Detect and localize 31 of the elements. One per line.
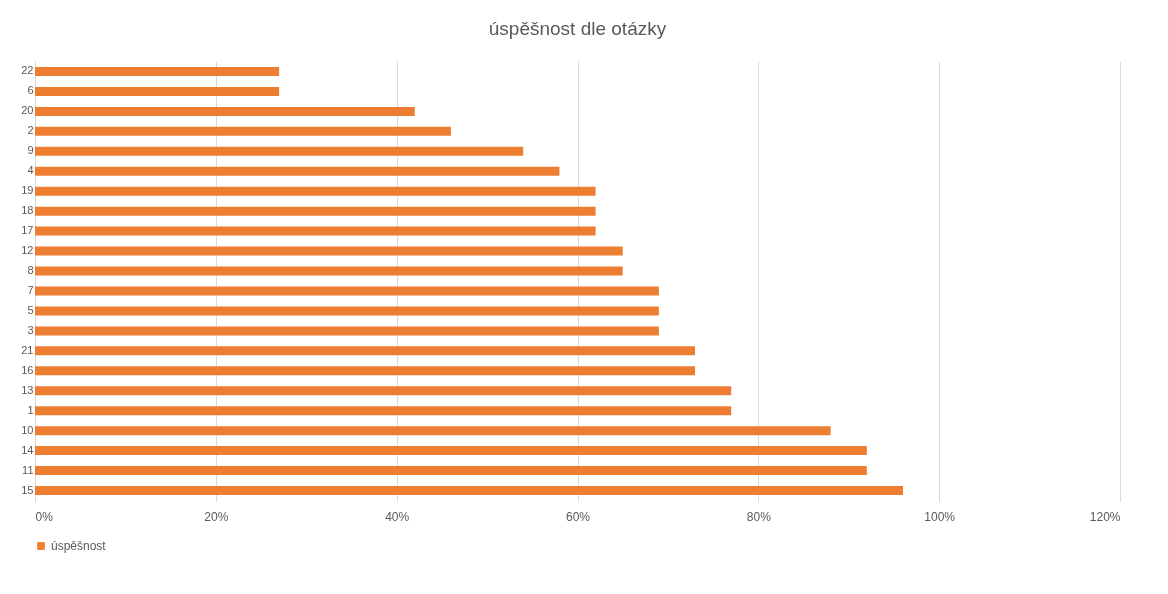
y-tick-label: 5 — [27, 303, 34, 316]
y-tick-label: 9 — [27, 144, 34, 157]
x-tick-label: 60% — [565, 509, 591, 524]
y-tick-label: 8 — [27, 264, 34, 277]
y-tick-label: 10 — [21, 423, 34, 436]
y-tick-label: 11 — [22, 463, 34, 476]
y-tick-label: 6 — [27, 84, 34, 97]
x-tick-label: 80% — [746, 509, 772, 524]
x-tick-label: 100% — [924, 509, 956, 524]
y-tick-label: 3 — [27, 323, 34, 336]
chart-title: úspěšnost dle otázky — [488, 18, 667, 39]
y-tick-label: 22 — [21, 64, 34, 77]
x-tick-label: 0% — [35, 509, 54, 524]
y-tick-label: 2 — [27, 124, 34, 137]
y-tick-label: 18 — [21, 204, 34, 217]
legend-label: úspěšnost — [51, 539, 107, 553]
x-tick-label: 120% — [1089, 509, 1121, 524]
x-tick-label: 40% — [385, 509, 410, 524]
y-tick-label: 15 — [21, 483, 34, 496]
x-tick-label: 20% — [204, 509, 229, 524]
y-tick-label: 13 — [21, 383, 34, 396]
y-tick-label: 7 — [27, 283, 34, 296]
y-tick-label: 19 — [21, 184, 34, 197]
y-tick-label: 16 — [21, 363, 34, 376]
y-tick-label: 21 — [21, 343, 34, 356]
y-tick-label: 12 — [21, 244, 34, 257]
y-tick-label: 17 — [21, 224, 34, 237]
y-tick-label: 20 — [21, 104, 34, 117]
y-tick-label: 14 — [21, 443, 34, 456]
y-tick-label: 4 — [27, 164, 34, 177]
y-tick-label: 1 — [27, 403, 34, 416]
